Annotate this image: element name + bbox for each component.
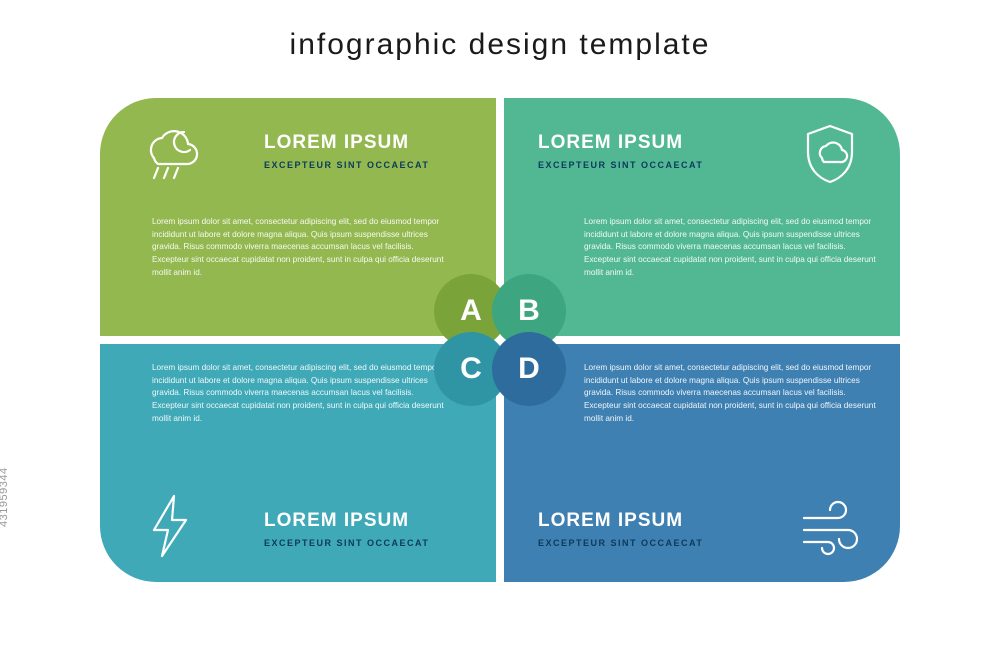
heading-block: LOREM IPSUM EXCEPTEUR SINT OCCAECAT [264, 510, 429, 548]
heading-block: LOREM IPSUM EXCEPTEUR SINT OCCAECAT [264, 132, 429, 170]
panel-a: LOREM IPSUM EXCEPTEUR SINT OCCAECAT Lore… [100, 98, 496, 336]
heading-block: LOREM IPSUM EXCEPTEUR SINT OCCAECAT [538, 510, 703, 548]
cloud-rain-moon-icon [134, 118, 206, 190]
heading-block: LOREM IPSUM EXCEPTEUR SINT OCCAECAT [538, 132, 703, 170]
panel-letter: C [460, 352, 482, 386]
panel-subheading: EXCEPTEUR SINT OCCAECAT [538, 538, 703, 548]
panel-subheading: EXCEPTEUR SINT OCCAECAT [264, 160, 429, 170]
panel-body-text: Lorem ipsum dolor sit amet, consectetur … [152, 362, 452, 426]
watermark-id: 431959344 [0, 467, 10, 527]
page-title: infographic design template [0, 28, 1000, 62]
panel-c: Lorem ipsum dolor sit amet, consectetur … [100, 344, 496, 582]
wind-icon [794, 490, 866, 562]
panel-heading: LOREM IPSUM [264, 510, 429, 532]
panel-letter: D [518, 352, 540, 386]
panel-body-text: Lorem ipsum dolor sit amet, consectetur … [152, 216, 452, 280]
panel-letter: A [460, 294, 482, 328]
panel-body-text: Lorem ipsum dolor sit amet, consectetur … [584, 362, 884, 426]
panel-body-text: Lorem ipsum dolor sit amet, consectetur … [584, 216, 884, 280]
panel-subheading: EXCEPTEUR SINT OCCAECAT [264, 538, 429, 548]
panel-letter: B [518, 294, 540, 328]
panel-heading: LOREM IPSUM [264, 132, 429, 154]
shield-cloud-icon [794, 118, 866, 190]
panel-heading: LOREM IPSUM [538, 132, 703, 154]
infographic-grid: LOREM IPSUM EXCEPTEUR SINT OCCAECAT Lore… [100, 98, 900, 582]
panel-b: LOREM IPSUM EXCEPTEUR SINT OCCAECAT Lore… [504, 98, 900, 336]
panel-d: Lorem ipsum dolor sit amet, consectetur … [504, 344, 900, 582]
lightning-icon [134, 490, 206, 562]
panel-heading: LOREM IPSUM [538, 510, 703, 532]
panel-letter-badge: D [492, 332, 566, 406]
panel-subheading: EXCEPTEUR SINT OCCAECAT [538, 160, 703, 170]
